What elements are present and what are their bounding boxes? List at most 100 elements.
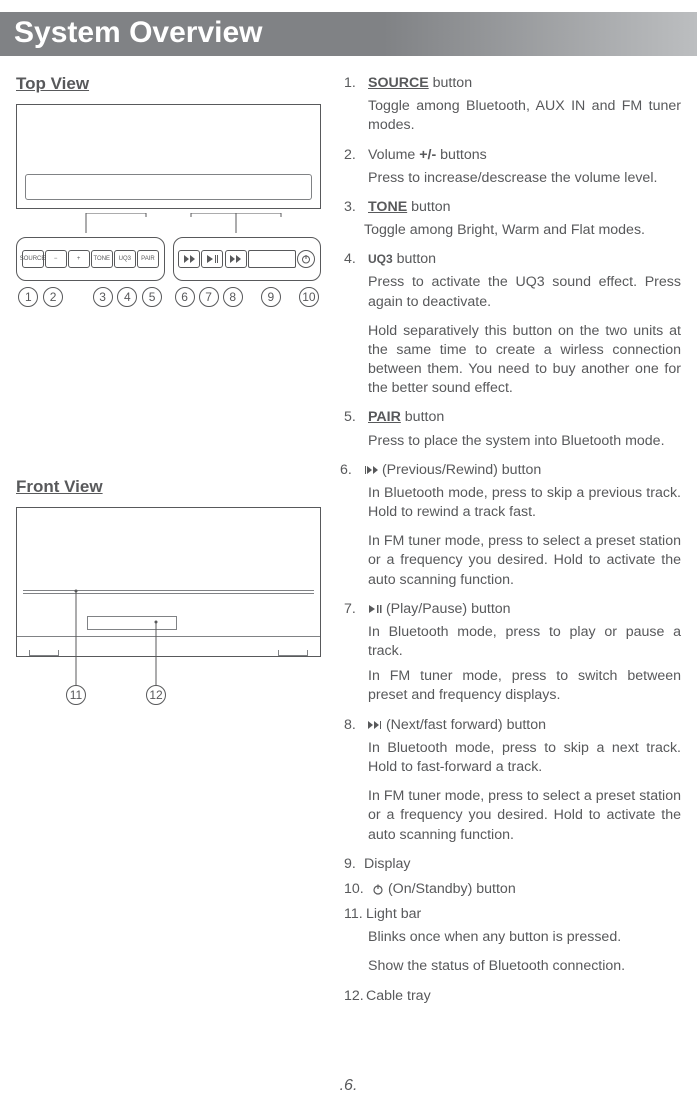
mini-play-icon [201, 250, 223, 268]
item-8-desc-b: In FM tuner mode, press to select a pres… [368, 787, 681, 845]
item-11-label: Light bar [366, 905, 681, 924]
item-10: 10. (On/Standby) button [344, 880, 681, 899]
play-pause-icon [368, 604, 382, 614]
item-2: 2. Volume +/- buttons [344, 146, 681, 165]
item-1-suffix: button [429, 75, 472, 91]
callout-numbers-right: 6 7 8 9 10 [173, 287, 322, 307]
left-column: Top View SOURCE − + TONE UQ3 PAIR [16, 74, 336, 1010]
mini-tone: TONE [91, 250, 113, 268]
callout-7: 7 [199, 287, 219, 307]
front-view-heading: Front View [16, 477, 336, 497]
item-11: 11. Light bar [344, 905, 681, 924]
mini-plus: + [68, 250, 90, 268]
callout-1: 1 [18, 287, 38, 307]
item-4-label: UQ3 button [368, 250, 681, 269]
callout-group-right [173, 237, 322, 281]
item-1: 1. SOURCE button [344, 74, 681, 93]
mini-prev-icon [178, 250, 200, 268]
item-4: 4. UQ3 button [344, 250, 681, 269]
item-3-num: 3. [344, 198, 368, 217]
item-10-num: 10. [344, 880, 372, 899]
item-10-label: (On/Standby) button [372, 880, 681, 899]
content-area: Top View SOURCE − + TONE UQ3 PAIR [0, 56, 697, 1010]
callout-4: 4 [117, 287, 137, 307]
item-6-text: (Previous/Rewind) button [378, 462, 541, 478]
item-4-suffix: button [393, 251, 436, 267]
cable-tray-outline [87, 616, 177, 630]
leader-svg [16, 213, 321, 233]
item-10-text: (On/Standby) button [384, 881, 516, 897]
item-12-label: Cable tray [366, 987, 681, 1006]
front-view-diagram [16, 507, 321, 657]
item-7-text: (Play/Pause) button [382, 601, 511, 617]
item-12-num: 12. [344, 987, 366, 1006]
callout-5: 5 [142, 287, 162, 307]
item-1-desc: Toggle among Bluetooth, AUX IN and FM tu… [368, 97, 681, 135]
item-6-desc-a: In Bluetooth mode, press to skip a previ… [368, 484, 681, 522]
right-column: 1. SOURCE button Toggle among Bluetooth,… [336, 74, 681, 1010]
item-1-label: SOURCE button [368, 74, 681, 93]
control-panel-outline [25, 174, 312, 200]
item-11-desc-a: Blinks once when any button is pressed. [368, 928, 681, 947]
item-2-label: Volume +/- buttons [368, 146, 681, 165]
callout-10: 10 [299, 287, 319, 307]
item-4-num: 4. [344, 250, 368, 269]
item-7-num: 7. [344, 600, 368, 619]
item-9: 9. Display [344, 855, 681, 874]
page-number: .6. [0, 1077, 697, 1095]
item-11-desc-b: Show the status of Bluetooth connection. [368, 957, 681, 976]
mini-power-icon [297, 250, 315, 268]
callout-12: 12 [146, 685, 166, 705]
foot-right [278, 650, 308, 656]
item-4-desc-a: Press to activate the UQ3 sound effect. … [368, 273, 681, 311]
item-3-suffix: button [407, 199, 450, 215]
item-2-desc: Press to increase/descrease the volume l… [368, 169, 681, 188]
front-callout-numbers: 11 12 [16, 685, 336, 705]
item-9-num: 9. [344, 855, 364, 874]
item-4-bold: UQ3 [368, 252, 393, 266]
callout-2: 2 [43, 287, 63, 307]
item-6-num: 6. [340, 461, 364, 480]
item-6-desc-b: In FM tuner mode, press to select a pres… [368, 532, 681, 590]
callout-3: 3 [93, 287, 113, 307]
item-8-text: (Next/fast forward) button [382, 717, 546, 733]
callout-11: 11 [66, 685, 86, 705]
page-title: System Overview [14, 16, 262, 49]
item-8-desc-a: In Bluetooth mode, press to skip a next … [368, 739, 681, 777]
item-3: 3. TONE button [344, 198, 681, 217]
item-8-label: (Next/fast forward) button [368, 716, 681, 735]
item-3-bold: TONE [368, 199, 407, 215]
item-2-bold: +/- [419, 147, 436, 163]
callout-group-left: SOURCE − + TONE UQ3 PAIR [16, 237, 165, 281]
callout-numbers-left: 1 2 3 4 5 [16, 287, 165, 307]
item-5: 5. PAIR button [344, 408, 681, 427]
item-6-label: (Previous/Rewind) button [364, 461, 681, 480]
callout-numbers-row: 1 2 3 4 5 6 7 8 9 10 [16, 287, 321, 307]
item-9-label: Display [364, 855, 681, 874]
foot-left [29, 650, 59, 656]
item-8: 8. (Next/fast forward) button [344, 716, 681, 735]
callout-buttons-row: SOURCE − + TONE UQ3 PAIR [16, 237, 321, 281]
item-7-desc-a: In Bluetooth mode, press to play or paus… [368, 623, 681, 661]
mini-source: SOURCE [22, 250, 44, 268]
next-icon [368, 720, 382, 730]
previous-icon [364, 465, 378, 475]
top-view-heading: Top View [16, 74, 336, 94]
callout-8: 8 [223, 287, 243, 307]
item-3-desc: Toggle among Bright, Warm and Flat modes… [364, 221, 681, 240]
item-5-num: 5. [344, 408, 368, 427]
item-2-suffix: buttons [436, 147, 486, 163]
page-title-bar: System Overview [0, 12, 697, 56]
callout-6: 6 [175, 287, 195, 307]
item-7: 7. (Play/Pause) button [344, 600, 681, 619]
mini-pair: PAIR [137, 250, 159, 268]
mini-minus: − [45, 250, 67, 268]
top-view-diagram [16, 104, 321, 209]
item-4-desc-b: Hold separatively this button on the two… [368, 322, 681, 399]
item-7-desc-b: In FM tuner mode, press to switch betwee… [368, 667, 681, 705]
base-line [17, 636, 320, 646]
item-8-num: 8. [344, 716, 368, 735]
item-2-num: 2. [344, 146, 368, 165]
front-diagram-wrap: 11 12 [16, 507, 336, 705]
item-7-label: (Play/Pause) button [368, 600, 681, 619]
